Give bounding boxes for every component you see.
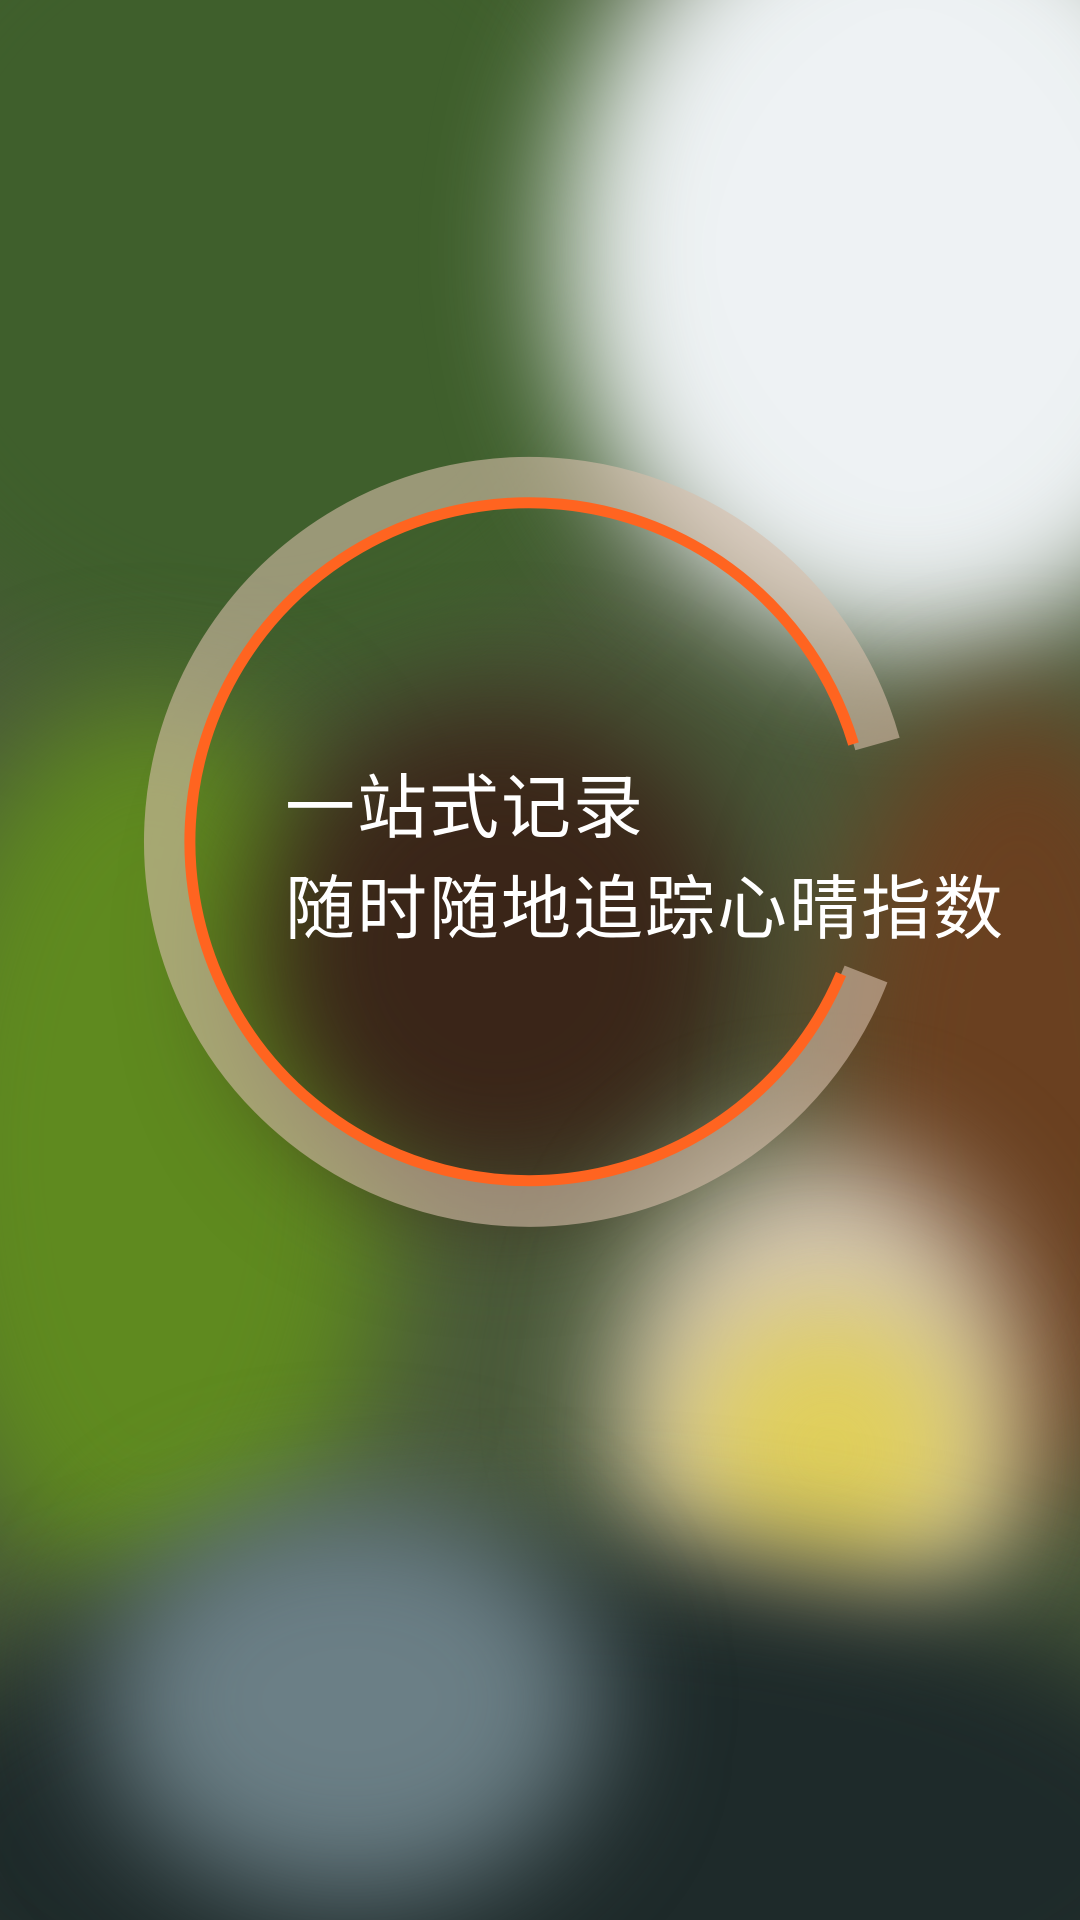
bg-blob (680, 1300, 980, 1600)
orange-ring (184, 497, 859, 1187)
headline-line-2: 随时随地追踪心晴指数 (285, 868, 1005, 950)
outer-ring (144, 456, 900, 1227)
headline-line-1: 一站式记录 (285, 767, 645, 849)
bg-blob (100, 1500, 600, 1900)
